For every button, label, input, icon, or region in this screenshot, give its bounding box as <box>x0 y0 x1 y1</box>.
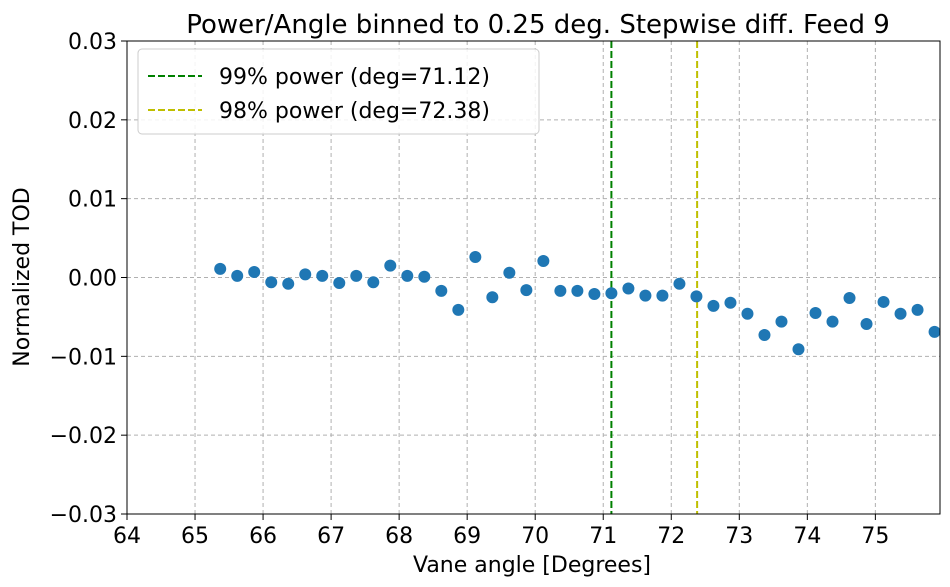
legend-label-98: 98% power (deg=72.38) <box>219 99 490 124</box>
x-tick-label: 68 <box>385 524 413 549</box>
data-point <box>503 266 516 279</box>
data-point <box>894 307 907 320</box>
y-tick-label: 0.00 <box>68 267 117 292</box>
data-point <box>860 318 873 331</box>
data-point <box>418 270 431 283</box>
data-point <box>571 284 584 297</box>
data-point <box>928 325 941 338</box>
data-point <box>588 288 601 301</box>
y-tick-label: −0.03 <box>50 503 117 528</box>
data-point <box>265 276 278 289</box>
data-point <box>452 303 465 316</box>
data-point <box>214 262 227 275</box>
data-point <box>469 251 482 264</box>
data-point <box>656 289 669 302</box>
x-tick-label: 70 <box>521 524 549 549</box>
y-axis-ticks: −0.03 −0.02 −0.01 0.00 0.01 0.02 0.03 <box>50 30 127 528</box>
y-tick-label: −0.01 <box>50 345 117 370</box>
data-point <box>248 265 261 278</box>
y-tick-label: −0.02 <box>50 424 117 449</box>
threshold-lines <box>610 41 699 514</box>
data-point <box>384 259 397 272</box>
data-point <box>367 276 380 289</box>
x-tick-label: 64 <box>113 524 141 549</box>
data-point <box>877 295 890 308</box>
y-tick-label: 0.02 <box>68 109 117 134</box>
data-point <box>673 277 686 290</box>
data-point <box>826 315 839 328</box>
data-point <box>605 287 618 300</box>
chart-title: Power/Angle binned to 0.25 deg. Stepwise… <box>186 10 890 40</box>
x-tick-label: 75 <box>861 524 889 549</box>
data-point <box>520 284 533 297</box>
data-points <box>214 251 941 356</box>
x-tick-label: 69 <box>453 524 481 549</box>
x-tick-label: 74 <box>793 524 821 549</box>
legend-box <box>137 48 540 135</box>
data-point <box>537 254 550 267</box>
x-axis-label: Vane angle [Degrees] <box>413 553 651 578</box>
data-point <box>758 329 771 342</box>
data-point <box>316 269 329 282</box>
data-point <box>622 282 635 295</box>
x-tick-label: 73 <box>725 524 753 549</box>
data-point <box>775 315 788 328</box>
data-point <box>435 284 448 297</box>
data-point <box>554 284 567 297</box>
data-point <box>350 269 363 282</box>
data-point <box>231 269 244 282</box>
data-point <box>911 303 924 316</box>
x-axis-ticks: 64 65 66 67 68 69 70 71 72 73 74 75 <box>113 514 889 549</box>
data-point <box>639 289 652 302</box>
x-tick-label: 71 <box>589 524 617 549</box>
legend-label-99: 99% power (deg=71.12) <box>219 65 490 90</box>
x-tick-label: 72 <box>657 524 685 549</box>
data-point <box>486 291 499 304</box>
y-axis-label: Normalized TOD <box>10 187 35 366</box>
data-point <box>792 343 805 356</box>
data-point <box>299 268 312 281</box>
y-tick-label: 0.03 <box>68 30 117 55</box>
data-point <box>690 290 703 303</box>
data-point <box>741 307 754 320</box>
data-point <box>724 296 737 309</box>
legend: 99% power (deg=71.12) 98% power (deg=72.… <box>137 48 540 135</box>
x-tick-label: 65 <box>181 524 209 549</box>
x-tick-label: 67 <box>317 524 345 549</box>
data-point <box>809 306 822 319</box>
data-point <box>333 277 346 290</box>
y-tick-label: 0.01 <box>68 188 117 213</box>
x-tick-label: 66 <box>249 524 277 549</box>
data-point <box>282 277 295 290</box>
data-point <box>707 299 720 312</box>
data-point <box>843 291 856 304</box>
data-point <box>401 269 414 282</box>
